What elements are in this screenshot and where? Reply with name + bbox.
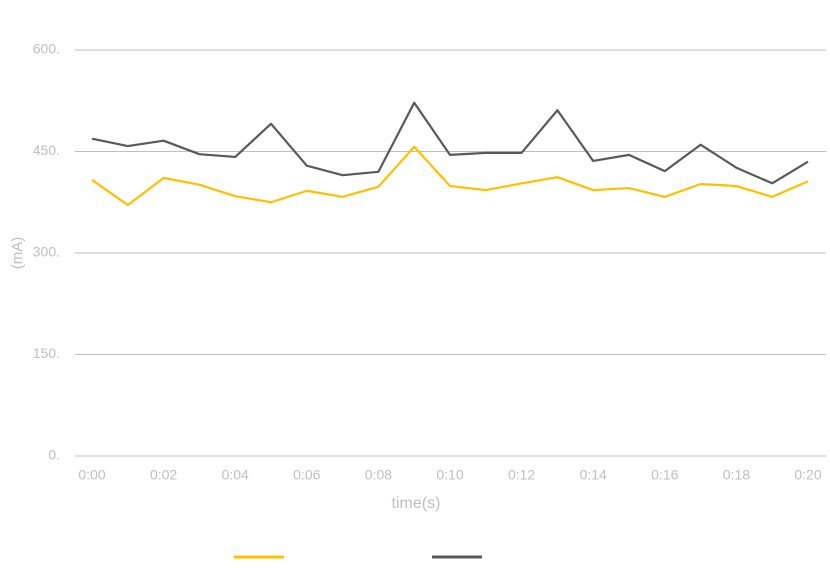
y-tick-label: 150. <box>33 345 60 361</box>
y-tick-label: 0. <box>48 447 60 463</box>
x-tick-label: 0:00 <box>78 467 105 483</box>
y-tick-label: 450. <box>33 142 60 158</box>
x-tick-label: 0:06 <box>293 467 320 483</box>
x-tick-label: 0:16 <box>651 467 678 483</box>
x-tick-label: 0:20 <box>794 467 821 483</box>
data-line <box>91 145 809 207</box>
data-line <box>91 101 809 185</box>
x-tick-label: 0:12 <box>508 467 535 483</box>
x-tick-label: 0:18 <box>723 467 750 483</box>
x-axis-label: time(s) <box>392 495 441 512</box>
x-tick-label: 0:04 <box>222 467 249 483</box>
x-tick-label: 0:14 <box>580 467 607 483</box>
y-axis-label: (mA) <box>9 237 26 270</box>
x-tick-label: 0:02 <box>150 467 177 483</box>
y-tick-label: 300. <box>33 244 60 260</box>
x-tick-label: 0:10 <box>436 467 463 483</box>
y-tick-label: 600. <box>33 41 60 57</box>
x-tick-label: 0:08 <box>365 467 392 483</box>
